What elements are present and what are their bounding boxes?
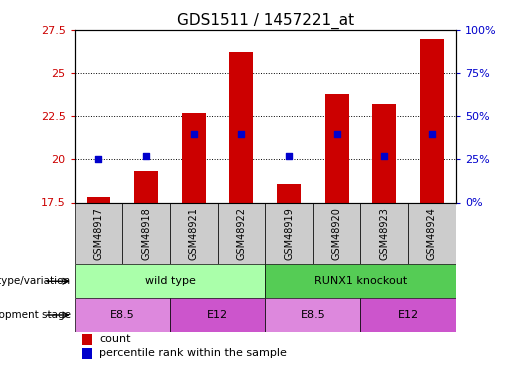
Bar (265, 264, 456, 298)
Bar (230, 53, 253, 202)
Text: GSM48918: GSM48918 (141, 207, 151, 260)
Bar (75, 298, 170, 332)
Bar (82, 334, 92, 345)
Point (142, 153, 150, 159)
Bar (265, 202, 313, 264)
Point (94, 156, 102, 162)
Text: GSM48921: GSM48921 (189, 207, 199, 260)
Bar (82, 348, 92, 358)
Text: genotype/variation: genotype/variation (0, 276, 71, 286)
Bar (134, 171, 158, 202)
Point (190, 130, 198, 136)
Point (380, 153, 388, 159)
Bar (372, 104, 396, 202)
Text: wild type: wild type (145, 276, 195, 286)
Bar (313, 202, 360, 264)
Point (428, 130, 436, 136)
Bar (360, 298, 456, 332)
Bar (217, 202, 265, 264)
Bar (325, 94, 349, 202)
Text: GSM48920: GSM48920 (332, 207, 341, 260)
Text: count: count (99, 334, 131, 344)
Bar (277, 183, 301, 203)
Text: GSM48919: GSM48919 (284, 207, 294, 260)
Bar (420, 39, 444, 203)
Point (333, 130, 341, 136)
Text: percentile rank within the sample: percentile rank within the sample (99, 348, 287, 358)
Bar (87, 197, 110, 202)
Text: development stage: development stage (0, 310, 71, 320)
Text: RUNX1 knockout: RUNX1 knockout (314, 276, 407, 286)
Text: E12: E12 (398, 310, 419, 320)
Bar (408, 202, 456, 264)
Title: GDS1511 / 1457221_at: GDS1511 / 1457221_at (177, 12, 354, 28)
Text: E12: E12 (207, 310, 228, 320)
Bar (75, 264, 265, 298)
Bar (122, 202, 170, 264)
Bar (265, 298, 360, 332)
Bar (360, 202, 408, 264)
Point (237, 130, 246, 136)
Bar (182, 113, 205, 202)
Text: GSM48923: GSM48923 (380, 207, 389, 260)
Text: E8.5: E8.5 (110, 310, 135, 320)
Bar (75, 202, 123, 264)
Text: GSM48917: GSM48917 (94, 207, 104, 260)
Text: GSM48924: GSM48924 (427, 207, 437, 260)
Text: GSM48922: GSM48922 (236, 207, 246, 260)
Text: E8.5: E8.5 (300, 310, 325, 320)
Point (285, 153, 293, 159)
Bar (170, 202, 217, 264)
Bar (170, 298, 265, 332)
